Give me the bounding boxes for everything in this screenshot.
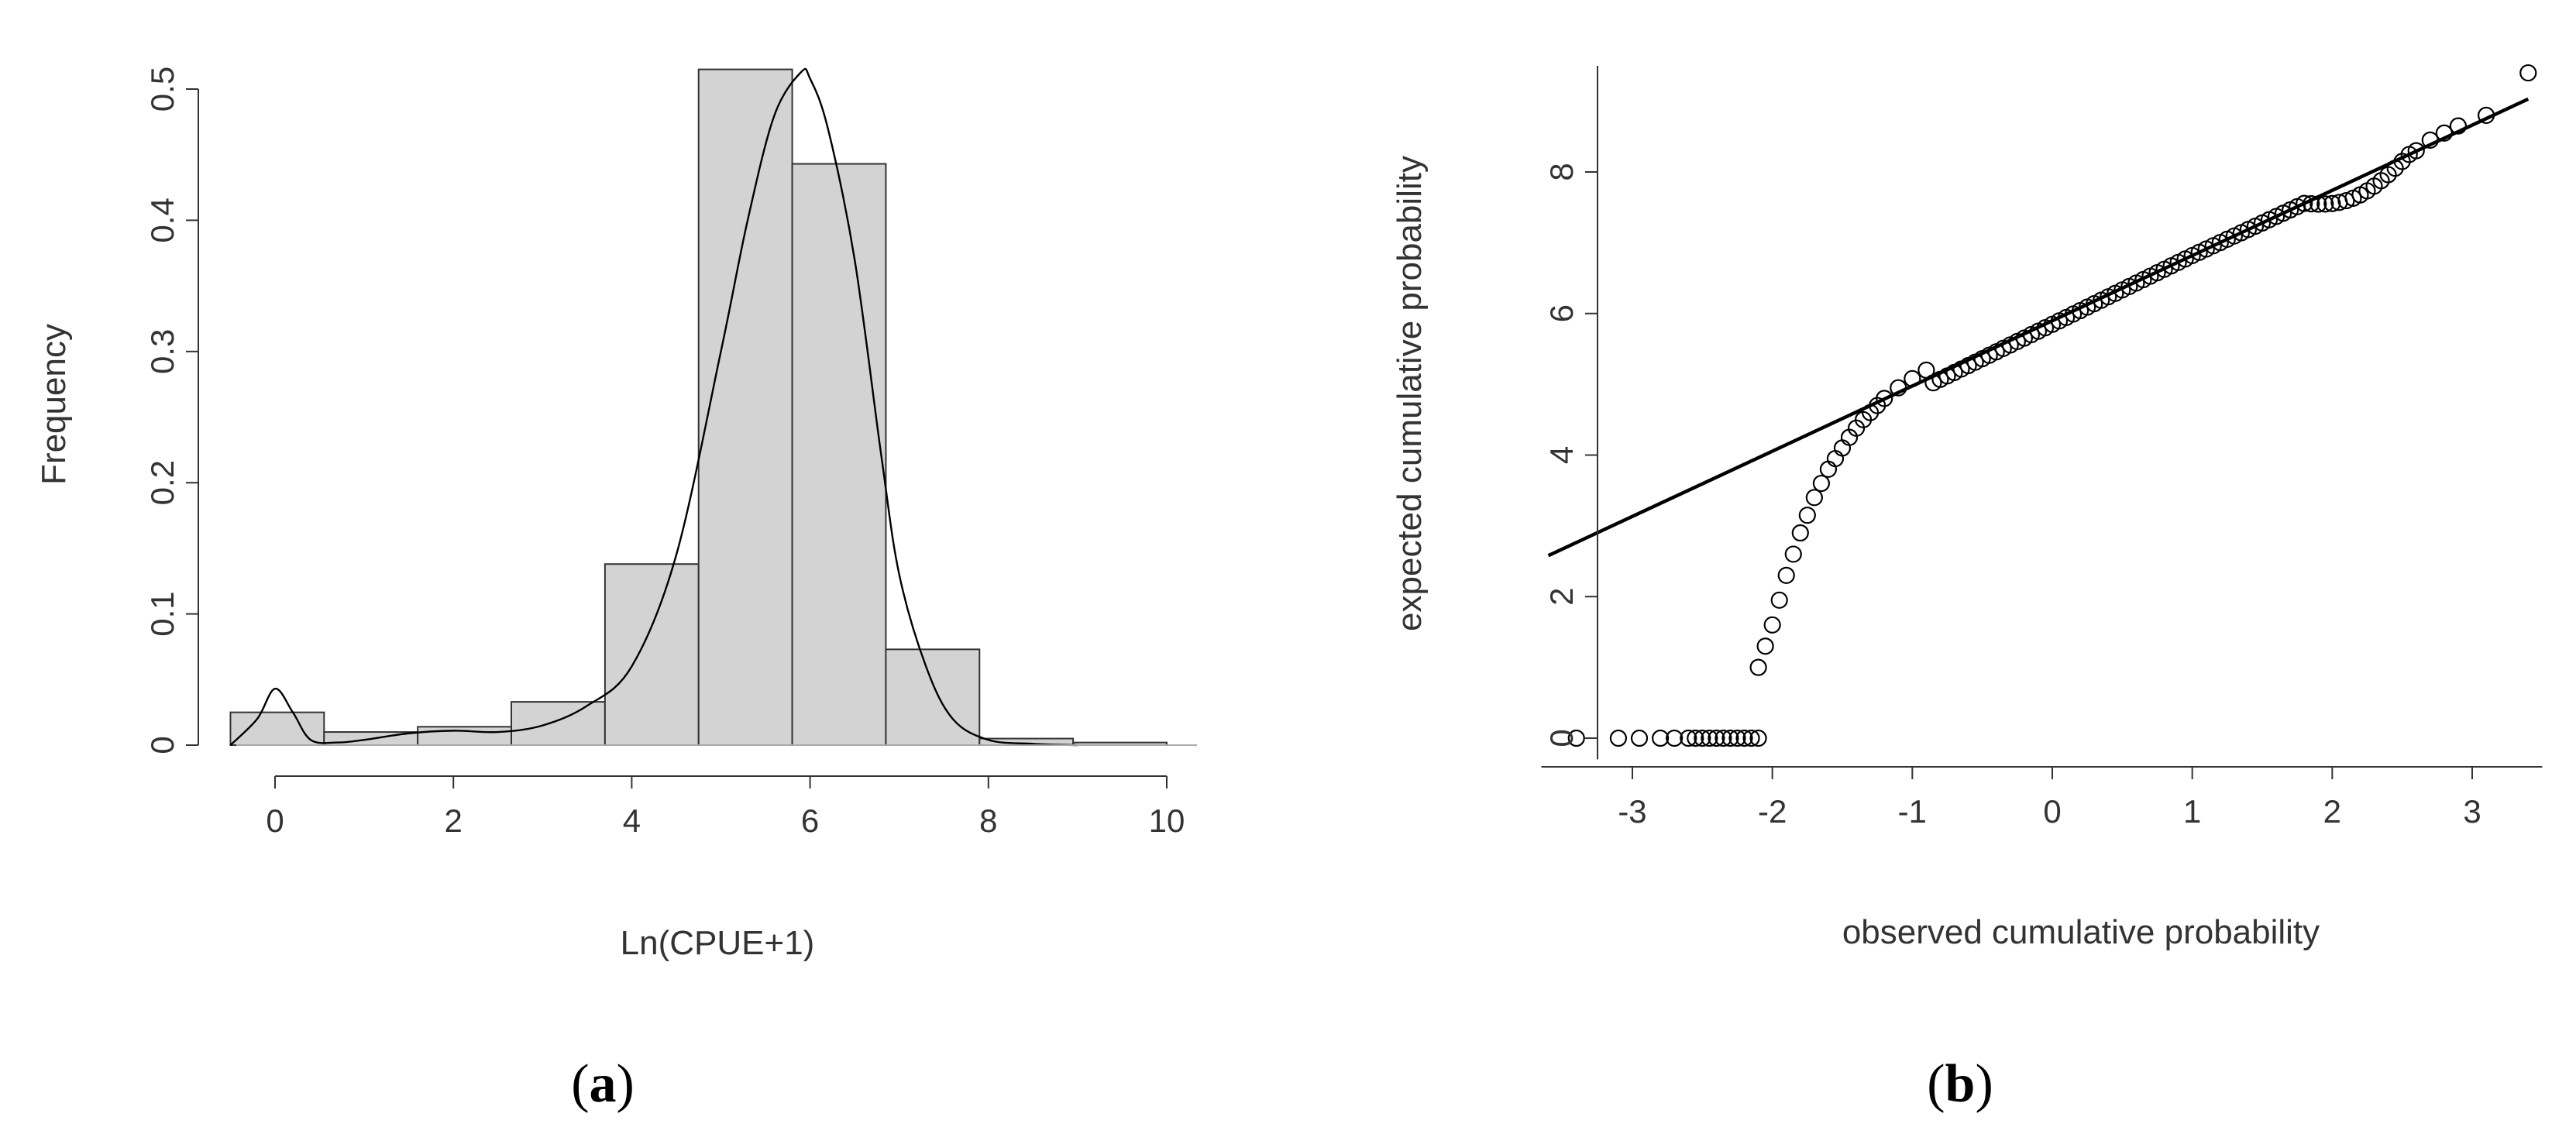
qq-x-tick-label: 2: [2323, 793, 2341, 830]
qq-x-axis: -3 -2 -1 0 1 2 3: [1541, 766, 2543, 830]
qq-point: [1567, 729, 1585, 747]
qq-x-tick-label: -3: [1618, 793, 1646, 830]
qq-point: [2309, 195, 2327, 213]
panel-label-a: (a): [571, 1054, 635, 1114]
qq-point: [1770, 591, 1788, 609]
qq-point: [2296, 194, 2313, 212]
qq-point: [2323, 194, 2341, 212]
density-curve: [229, 67, 1078, 747]
qq-point: [2519, 64, 2537, 82]
histogram-y-axis: 0 0.1 0.2 0.3 0.4 0.5: [144, 67, 199, 754]
qq-point: [1721, 729, 1739, 747]
qq-x-tick-label: 3: [2463, 793, 2481, 830]
qq-point: [2303, 195, 2320, 213]
qq-point: [1742, 729, 1760, 747]
qq-point: [1666, 729, 1684, 747]
histogram-y-tick-label: 0: [144, 736, 181, 754]
histogram-y-tick-label: 0.4: [144, 198, 181, 242]
histogram-x-axis: 0 2 4 6 8 10: [266, 775, 1185, 839]
histogram-y-label: Frequency: [35, 324, 73, 485]
qq-point: [1777, 566, 1795, 584]
histogram-panel: 0 2 4 6 8 10 0 0.1 0.2 0.3 0.4 0.5 Ln(CPUE+1) Freq…: [35, 67, 1197, 1114]
qq-point: [1701, 729, 1718, 747]
qq-point: [1819, 460, 1838, 478]
qq-point: [1756, 637, 1774, 655]
histogram-bar: [417, 726, 513, 746]
qq-point: [1714, 729, 1732, 747]
histogram-bar: [229, 711, 325, 747]
histogram-y-tick-label: 0.2: [144, 460, 181, 505]
qq-y-tick-label: 6: [1543, 304, 1580, 322]
qq-point: [1652, 729, 1670, 747]
qq-point: [2477, 106, 2495, 124]
qq-point: [2316, 195, 2334, 213]
qq-x-tick-label: -2: [1758, 793, 1787, 830]
qq-y-tick-label: 8: [1543, 163, 1580, 180]
qq-point: [1890, 379, 1907, 397]
qq-point: [1763, 616, 1781, 634]
qq-point: [1694, 729, 1711, 747]
qq-point: [2435, 124, 2453, 142]
histogram-y-tick-label: 0.1: [144, 591, 181, 636]
qq-point: [1784, 545, 1802, 563]
qq-point: [1687, 729, 1704, 747]
qq-point: [2407, 142, 2425, 160]
qq-point: [2449, 117, 2468, 135]
qq-point: [1749, 729, 1767, 747]
histogram-x-tick-label: 2: [445, 802, 463, 839]
histogram-bars: [229, 68, 1168, 747]
qq-point: [1812, 474, 1830, 493]
qq-point: [1728, 729, 1746, 747]
histogram-y-tick-label: 0.3: [144, 329, 181, 374]
qq-y-tick-label: 2: [1543, 588, 1580, 606]
qq-point: [1876, 390, 1893, 407]
histogram-bar: [511, 701, 606, 747]
histogram-x-tick-label: 10: [1149, 802, 1185, 839]
qq-x-label: observed cumulative probability: [1842, 913, 2320, 951]
qq-x-tick-label: 1: [2183, 793, 2201, 830]
qq-point: [1791, 524, 1809, 542]
qq-point: [1798, 507, 1816, 524]
qq-y-tick-label: 4: [1543, 446, 1580, 464]
qq-point: [1749, 658, 1767, 676]
qq-point: [1609, 729, 1628, 747]
histogram-bar: [604, 563, 700, 747]
qq-point: [2421, 131, 2439, 149]
panel-label-b: (b): [1927, 1054, 1993, 1114]
qq-points: [1567, 64, 2537, 747]
qq-point: [1833, 439, 1852, 457]
histogram-bar: [697, 68, 793, 746]
qq-point: [1735, 729, 1753, 747]
histogram-bar: [791, 163, 887, 747]
qq-y-tick-label: 0: [1543, 729, 1580, 747]
histogram-x-tick-label: 4: [623, 802, 641, 839]
qq-x-tick-label: 0: [2043, 793, 2061, 830]
qq-point: [1630, 729, 1649, 747]
histogram-y-tick-label: 0.5: [144, 67, 181, 112]
qq-point: [1680, 729, 1697, 747]
qq-plot-panel: -3 -2 -1 0 1 2 3 0 2 4 6 8 observed cumulative pro…: [1391, 64, 2543, 1114]
qq-x-tick-label: -1: [1898, 793, 1927, 830]
histogram-x-tick-label: 6: [801, 802, 819, 839]
histogram-x-tick-label: 0: [266, 802, 284, 839]
qq-y-axis: 0 2 4 6 8: [1543, 65, 1598, 760]
qq-point: [1805, 489, 1823, 507]
histogram-x-label: Ln(CPUE+1): [621, 924, 815, 962]
histogram-x-tick-label: 8: [979, 802, 997, 839]
qq-point: [1904, 369, 1921, 387]
qq-y-label: expected cumulative probability: [1391, 156, 1429, 631]
qq-point: [1708, 729, 1725, 747]
qq-point: [1826, 449, 1845, 468]
